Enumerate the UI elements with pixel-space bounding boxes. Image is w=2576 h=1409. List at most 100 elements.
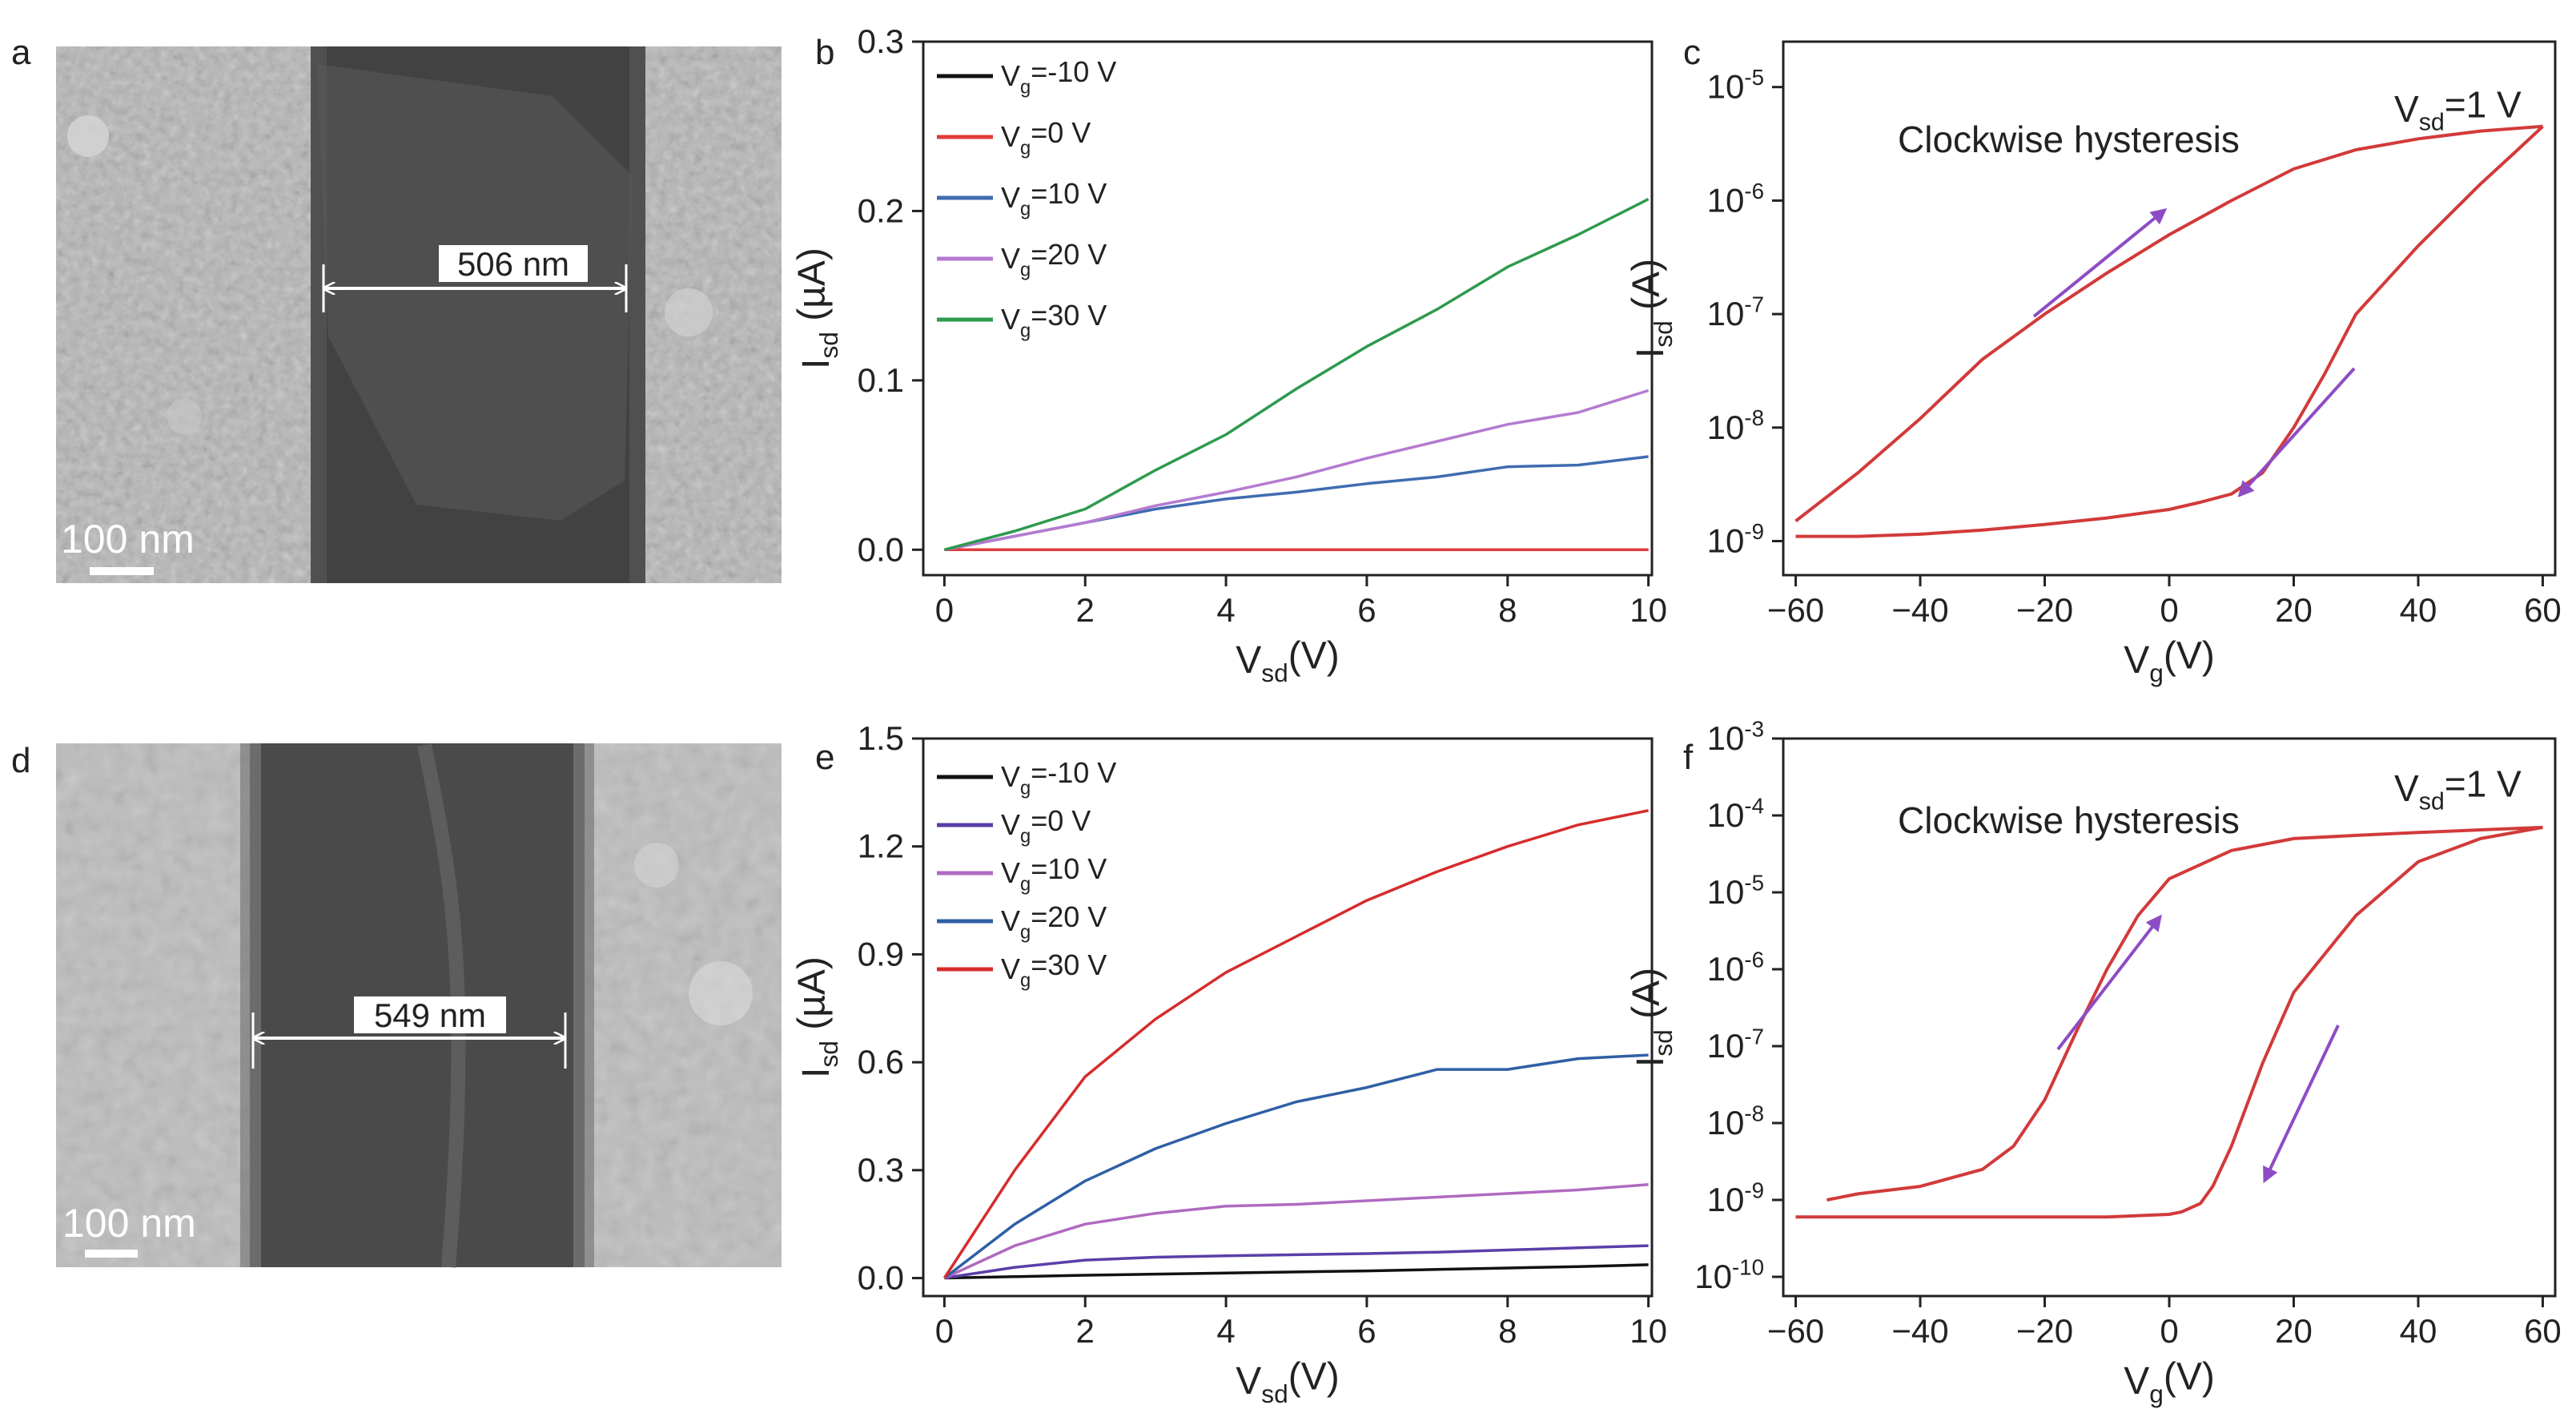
x-axis-label: Vg(V): [2124, 634, 2215, 687]
legend-label: Vg=20 V: [1001, 238, 1107, 280]
x-tick-label: 6: [1357, 1312, 1376, 1350]
plot-frame: [922, 40, 1654, 577]
series-line-4: [942, 809, 1649, 1279]
scale-bar-a: 100 nm: [61, 517, 195, 575]
panel-letter-c: c: [1683, 33, 1701, 72]
x-tick-label: 6: [1357, 591, 1376, 629]
x-tick-label: 2: [1076, 1312, 1095, 1350]
y-tick-label: 10-3: [1707, 716, 1764, 757]
y-axis-label: Isd (µA): [790, 956, 843, 1078]
panel-a: a 506 nm 100 nm: [11, 33, 782, 583]
y-tick-label: 10-6: [1707, 179, 1764, 219]
sweep-arrow-0: [2056, 914, 2162, 1051]
y-tick-label: 0.0: [858, 1259, 904, 1297]
y-tick-label: 10-4: [1707, 793, 1764, 834]
series-line-4: [943, 198, 1650, 551]
series-line-1: [1795, 125, 2544, 538]
bias-condition-label: Vsd=1 V: [2394, 84, 2522, 136]
legend-label: Vg=30 V: [1001, 948, 1107, 991]
y-tick-label: 10-5: [1707, 870, 1764, 911]
sweep-arrow-0: [2032, 207, 2168, 318]
hysteresis-annotation: Clockwise hysteresis: [1898, 119, 2240, 160]
measure-label-a: 506 nm: [457, 245, 569, 283]
y-tick-label: 10-10: [1694, 1254, 1764, 1295]
series-line-0: [944, 1263, 1649, 1280]
x-tick-label: 10: [1630, 1312, 1667, 1350]
bias-condition-label: Vsd=1 V: [2394, 763, 2522, 815]
sem-image-a: [56, 46, 782, 583]
x-tick-label: −40: [1891, 591, 1948, 629]
y-tick-label: 0.3: [858, 1151, 904, 1189]
panel-letter-f: f: [1683, 738, 1694, 777]
x-tick-label: 4: [1216, 591, 1235, 629]
x-tick-label: 8: [1498, 591, 1517, 629]
x-tick-label: 0: [2160, 1312, 2178, 1350]
panel-letter-d: d: [11, 741, 30, 780]
y-tick-label: 0.9: [858, 935, 904, 972]
legend-label: Vg=-10 V: [1001, 756, 1116, 799]
sweep-arrow-1: [2237, 367, 2356, 497]
dimension-line-a: 506 nm: [324, 245, 626, 312]
x-tick-label: −40: [1891, 1312, 1948, 1350]
y-tick-label: 10-7: [1707, 1024, 1764, 1065]
chart-f: f −60 −40 −20 0 20 40 60 10-10 10-9 10-8 10-7 10-6 10…: [1625, 716, 2562, 1408]
y-tick-label: 10-7: [1707, 292, 1764, 332]
legend-label: Vg=-10 V: [1001, 55, 1116, 98]
sweep-arrow-1: [2263, 1025, 2340, 1184]
x-tick-label: −20: [2016, 591, 2073, 629]
x-tick-label: 40: [2400, 1312, 2437, 1350]
x-tick-label: −20: [2016, 1312, 2073, 1350]
panel-d: d 549 nm 100 nm: [11, 741, 782, 1268]
series-line-0: [1794, 124, 2543, 523]
y-tick-label: 10-6: [1707, 947, 1764, 988]
y-tick-label: 10-8: [1707, 1101, 1764, 1141]
x-tick-label: 8: [1498, 1312, 1517, 1350]
legend-label: Vg=30 V: [1001, 299, 1107, 341]
y-axis-label: Isd (µA): [790, 248, 843, 369]
x-axis-label: Vsd(V): [1236, 1355, 1339, 1408]
series-line-1: [944, 1244, 1649, 1280]
y-tick-label: 10-9: [1707, 519, 1764, 560]
series-line-2: [944, 455, 1649, 552]
x-tick-label: −60: [1767, 591, 1824, 629]
y-tick-label: 0.6: [858, 1043, 904, 1081]
y-tick-label: 10-5: [1707, 65, 1764, 106]
x-tick-label: 10: [1630, 591, 1667, 629]
dimension-line-d: 549 nm: [253, 996, 565, 1069]
y-tick-label: 1.2: [858, 827, 904, 865]
y-tick-label: 1.5: [858, 719, 904, 757]
scale-label-d: 100 nm: [62, 1201, 196, 1246]
y-axis-label: Isd (A): [1625, 259, 1678, 358]
y-tick-label: 0.2: [858, 191, 904, 229]
x-tick-label: 60: [2524, 1312, 2562, 1350]
x-tick-label: 20: [2275, 1312, 2313, 1350]
x-tick-label: −60: [1767, 1312, 1824, 1350]
x-tick-label: 0: [2160, 591, 2178, 629]
legend-label: Vg=10 V: [1001, 852, 1107, 895]
chart-b: b 0 2 4 6 8 10 0.0 0.1 0.2 0.3 Vsd(V) Isd (µA) Vg=-10…: [790, 22, 1667, 687]
y-tick-label: 10-9: [1707, 1178, 1764, 1218]
series-line-0: [1827, 825, 2543, 1202]
x-tick-label: 60: [2524, 591, 2562, 629]
y-tick-label: 0.1: [858, 361, 904, 399]
measure-label-d: 549 nm: [374, 996, 486, 1034]
x-tick-label: 20: [2275, 591, 2313, 629]
series-line-2: [943, 1183, 1649, 1280]
x-tick-label: 40: [2400, 591, 2437, 629]
scale-bar-d: 100 nm: [62, 1201, 196, 1258]
hysteresis-annotation: Clockwise hysteresis: [1898, 799, 2240, 841]
panel-letter-e: e: [815, 738, 834, 777]
series-line-1: [1795, 825, 2543, 1219]
y-axis-label: Isd (A): [1625, 968, 1678, 1067]
y-tick-label: 0.3: [858, 22, 904, 60]
legend-label: Vg=20 V: [1001, 900, 1107, 943]
plot-frame: [922, 737, 1654, 1298]
x-tick-label: 2: [1076, 591, 1095, 629]
panel-letter-a: a: [11, 33, 31, 72]
x-axis-label: Vg(V): [2124, 1355, 2215, 1408]
chart-c: c −60 −40 −20 0 20 40 60 10-9 10-8 10-7 10-6 10-5 Vg(…: [1625, 33, 2562, 687]
x-tick-label: 0: [935, 591, 954, 629]
x-axis-label: Vsd(V): [1236, 634, 1339, 687]
x-tick-label: 0: [935, 1312, 954, 1350]
